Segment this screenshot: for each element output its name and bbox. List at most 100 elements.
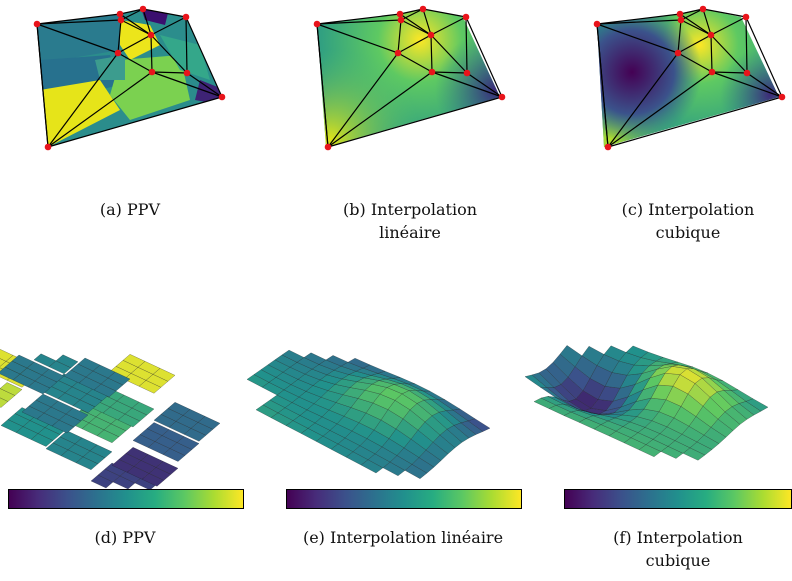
sample-point — [677, 16, 685, 24]
triangulation-edge — [36, 19, 122, 25]
surface-facet — [281, 349, 305, 363]
triangulation-edge — [466, 72, 503, 98]
triangulation-edge — [702, 8, 712, 36]
triangulation-edge — [596, 23, 609, 148]
triangulation-edge — [465, 16, 468, 74]
triangulation-edge — [185, 16, 223, 98]
surface-facet — [0, 349, 14, 362]
surface-facet — [325, 355, 349, 367]
sample-point — [396, 10, 404, 18]
triangulation-edge — [142, 8, 187, 18]
surface-facet — [122, 354, 146, 368]
cubic-surface — [524, 345, 769, 461]
triangulation-edge — [47, 52, 119, 148]
caption-c-line2: cubique — [655, 223, 721, 242]
triangulation-edge — [746, 72, 783, 98]
sample-point — [397, 16, 405, 24]
sample-point — [462, 13, 470, 21]
triangulation-edge — [607, 52, 679, 148]
sample-point — [218, 93, 226, 101]
sample-point — [313, 20, 321, 28]
triangulation-edge — [119, 13, 152, 36]
triangulation-b — [313, 5, 506, 151]
triangulation-edge — [36, 23, 49, 148]
triangulation-edge — [745, 16, 783, 98]
sample-point — [463, 69, 471, 77]
triangulation-edge — [710, 34, 748, 74]
caption-a: (a) PPV — [99, 200, 161, 219]
triangulation-edge — [422, 8, 432, 36]
surface-facet — [125, 447, 149, 461]
sample-point — [324, 143, 332, 151]
sample-point — [699, 5, 707, 13]
triangulation-edge — [142, 8, 152, 36]
triangulation-edge — [36, 13, 121, 25]
caption-e: (e) Interpolation linéaire — [302, 528, 504, 547]
caption-b-line2: linéaire — [379, 223, 441, 242]
sample-point — [44, 143, 52, 151]
surface-facet — [146, 422, 170, 436]
surface-facet — [35, 393, 59, 408]
surface-facet — [603, 345, 627, 362]
triangulation-edge — [397, 52, 433, 73]
colorbar-d — [8, 489, 244, 509]
triangulation-edge — [117, 34, 152, 54]
surface-facet — [347, 357, 371, 369]
surface-facet — [625, 345, 649, 358]
triangulation-edge — [186, 72, 223, 98]
triangulation-edge — [117, 19, 122, 54]
triangulation-a — [33, 5, 226, 151]
sample-point — [707, 31, 715, 39]
triangulation-edge — [680, 8, 704, 21]
surface-facet — [0, 382, 23, 396]
triangulation-edge — [327, 96, 503, 148]
caption-f-line2: cubique — [645, 551, 711, 570]
triangulation-edge — [430, 34, 433, 73]
triangulation-edge — [430, 16, 467, 36]
colorbar-f — [564, 489, 792, 509]
sample-point — [674, 49, 682, 57]
sample-point — [604, 143, 612, 151]
triangulation-edge — [316, 23, 329, 148]
sample-point — [182, 13, 190, 21]
colorbar-e — [286, 489, 522, 509]
sample-point — [593, 20, 601, 28]
triangulation-edge — [327, 71, 433, 148]
triangulation-edge — [47, 96, 223, 148]
surface-facet — [59, 430, 83, 445]
triangulation-edge — [400, 19, 432, 36]
surface-facet — [55, 354, 79, 369]
triangulation-edge — [431, 71, 503, 98]
triangulation-c — [593, 5, 786, 151]
sample-point — [498, 93, 506, 101]
triangulation-edge — [316, 23, 399, 54]
sample-point — [419, 5, 427, 13]
triangulation-edge — [430, 34, 468, 74]
sample-point — [743, 69, 751, 77]
triangulation-edge — [47, 71, 153, 148]
triangulation-edge — [117, 52, 153, 73]
triangulation-edge — [465, 16, 503, 98]
caption-b-line1: (b) Interpolation — [343, 200, 477, 219]
triangulation-edge — [596, 19, 682, 25]
surface-facet — [77, 357, 101, 372]
triangulation-edge — [677, 19, 682, 54]
sample-point — [116, 10, 124, 18]
triangulation-edge — [399, 13, 432, 36]
triangulation-edge — [150, 34, 153, 73]
triangulation-edge — [185, 16, 188, 74]
triangulation-edge — [119, 8, 144, 15]
sample-point — [778, 93, 786, 101]
sample-point — [394, 49, 402, 57]
triangulation-edge — [596, 23, 679, 54]
sample-point — [148, 68, 156, 76]
sample-point — [676, 10, 684, 18]
caption-f-line1: (f) Interpolation — [613, 528, 743, 547]
triangulation-edge — [711, 71, 748, 74]
sample-point — [427, 31, 435, 39]
triangulation-edge — [120, 8, 144, 21]
triangulation-edge — [150, 34, 188, 74]
surface-facet — [559, 345, 583, 367]
sample-point — [708, 68, 716, 76]
triangulation-edge — [397, 19, 402, 54]
